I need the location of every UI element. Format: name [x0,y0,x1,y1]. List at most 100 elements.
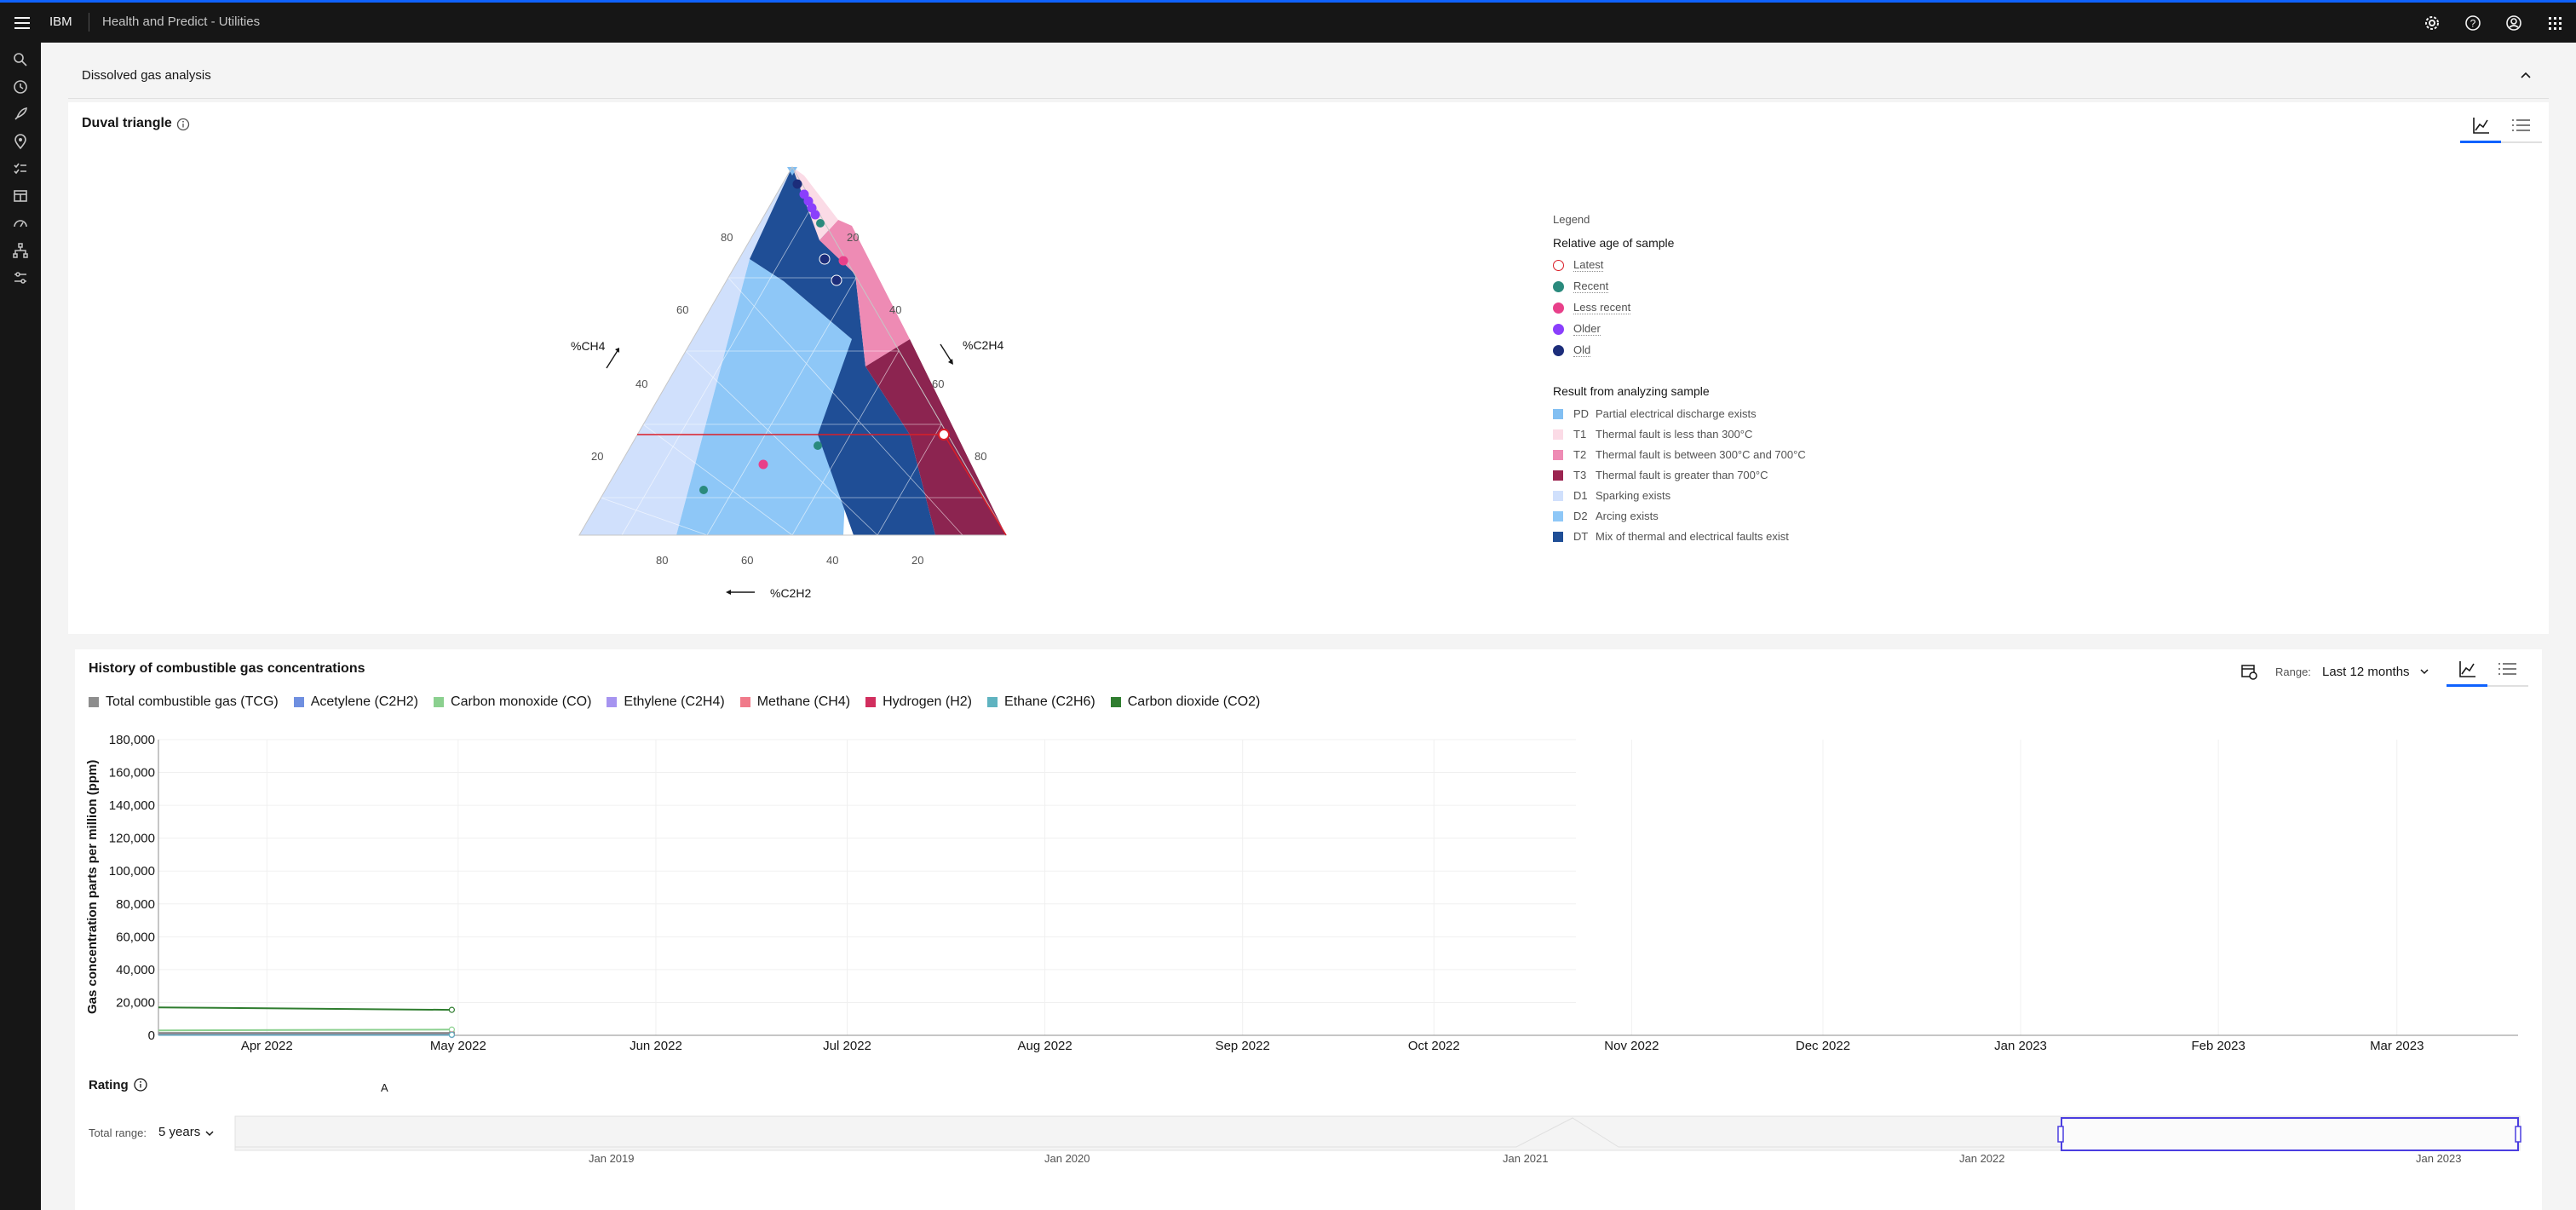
navigator-handle-left [2057,1126,2064,1143]
result-swatch [1553,531,1563,542]
result-label: Thermal fault is less than 300°C [1596,428,1753,441]
age-legend-label: Recent [1573,279,1609,293]
series-legend-item[interactable]: Carbon monoxide (CO) [434,694,591,710]
list-view-tab[interactable] [2487,653,2528,687]
dga-accordion-header[interactable]: Dissolved gas analysis [68,55,2549,99]
total-range-label: Total range: [89,1126,147,1139]
result-label: Sparking exists [1596,489,1671,502]
settings-adjust-icon[interactable] [10,268,31,288]
series-legend-item[interactable]: Methane (CH4) [739,694,851,710]
series-swatch [607,697,618,707]
legend-heading: Legend [1553,213,1590,226]
hamburger-menu-icon[interactable] [9,9,36,37]
chevron-up-icon[interactable] [2516,66,2535,85]
help-icon[interactable]: ? [2460,10,2486,36]
chart-view-tab[interactable] [2460,109,2501,143]
series-swatch [739,697,750,707]
result-legend-title: Result from analyzing sample [1553,384,1710,398]
dashboard-icon[interactable] [10,186,31,206]
navigator-tick-label: Jan 2021 [1503,1152,1549,1165]
user-avatar-icon[interactable] [2501,10,2527,36]
series-legend-label: Carbon dioxide (CO2) [1127,694,1261,709]
result-label: Mix of thermal and electrical faults exi… [1596,530,1789,543]
axis-label-ch4: %CH4 [571,339,606,353]
rating-info-icon[interactable] [133,1077,148,1092]
checklist-icon[interactable] [10,158,31,179]
age-legend-item: Older [1553,322,1601,336]
axis-label-c2h4: %C2H4 [963,338,1004,352]
series-legend-item[interactable]: Acetylene (C2H2) [293,694,419,710]
history-legend: Total combustible gas (TCG) Acetylene (C2… [89,694,1275,710]
rocket-icon[interactable] [10,104,31,124]
result-code: D2 [1573,510,1588,522]
age-legend-label: Old [1573,343,1591,357]
brand-name[interactable]: IBM [49,14,72,29]
left-tick: 40 [635,377,648,390]
age-legend-label: Less recent [1573,301,1631,314]
result-code: DT [1573,530,1589,543]
result-code: T3 [1573,469,1587,481]
series-legend-item[interactable]: Total combustible gas (TCG) [89,694,279,710]
left-tick: 80 [721,231,733,244]
chevron-down-icon[interactable] [2418,665,2431,678]
result-legend-item: D1 Sparking exists [1553,489,1670,502]
calendar-settings-icon[interactable] [2239,661,2259,682]
total-range-dropdown[interactable]: 5 years [158,1125,201,1139]
settings-icon[interactable] [2419,10,2445,36]
navigator-handle-right [2515,1126,2521,1143]
gauge-icon[interactable] [10,213,31,233]
result-swatch [1553,510,1563,521]
right-tick: 40 [889,303,902,316]
app-title: Health and Predict - Utilities [102,14,261,29]
info-icon[interactable] [175,117,191,132]
age-dot-icon [1553,323,1564,335]
series-legend-item[interactable]: Ethylene (C2H4) [607,694,725,710]
series-legend-item[interactable]: Carbon dioxide (CO2) [1110,694,1261,710]
age-legend-title: Relative age of sample [1553,236,1675,250]
age-dot-icon [1553,259,1564,271]
location-icon[interactable] [10,131,31,152]
age-legend-item: Latest [1553,258,1604,272]
range-dropdown[interactable]: Last 12 months [2322,665,2410,679]
result-label: Thermal fault is greater than 700°C [1596,469,1768,481]
result-code: PD [1573,407,1590,420]
result-swatch [1553,449,1563,460]
left-tick: 20 [591,450,604,463]
navigator-selection [2061,1117,2519,1151]
age-legend-label: Older [1573,322,1601,336]
series-legend-label: Methane (CH4) [756,694,851,709]
result-code: D1 [1573,489,1588,502]
age-dot-icon [1553,302,1564,314]
series-swatch [1110,697,1121,707]
result-label: Thermal fault is between 300°C and 700°C [1596,448,1806,461]
chart-view-tab[interactable] [2447,653,2487,687]
chevron-down-icon[interactable] [203,1126,216,1140]
result-code: T2 [1573,448,1587,461]
result-swatch [1553,490,1563,501]
age-legend-label: Latest [1573,258,1604,272]
series-swatch [865,697,877,707]
bottom-tick: 20 [911,554,924,567]
search-icon[interactable] [10,49,31,70]
result-swatch [1553,429,1563,440]
bottom-tick: 80 [656,554,669,567]
result-legend-item: DT Mix of thermal and electrical faults e… [1553,530,1789,543]
navigator-tick-label: Jan 2022 [1959,1152,2005,1165]
recent-icon[interactable] [10,77,31,97]
result-code: T1 [1573,428,1587,441]
result-legend-item: T3 Thermal fault is greater than 700°C [1553,469,1768,481]
app-switcher-icon[interactable] [2542,10,2567,36]
hierarchy-icon[interactable] [10,240,31,261]
list-view-tab[interactable] [2501,109,2542,143]
series-legend-label: Acetylene (C2H2) [310,694,419,709]
top-header: IBM Health and Predict - Utilities ? [0,0,2576,43]
result-legend-item: T2 Thermal fault is between 300°C and 700… [1553,448,1806,461]
result-label: Partial electrical discharge exists [1596,407,1757,420]
rating-value: A [381,1081,388,1094]
navigator-tick-label: Jan 2020 [1044,1152,1090,1165]
series-legend-label: Ethane (C2H6) [1004,694,1095,709]
series-legend-item[interactable]: Ethane (C2H6) [987,694,1095,710]
series-legend-item[interactable]: Hydrogen (H2) [865,694,972,710]
series-legend-label: Total combustible gas (TCG) [106,694,279,709]
